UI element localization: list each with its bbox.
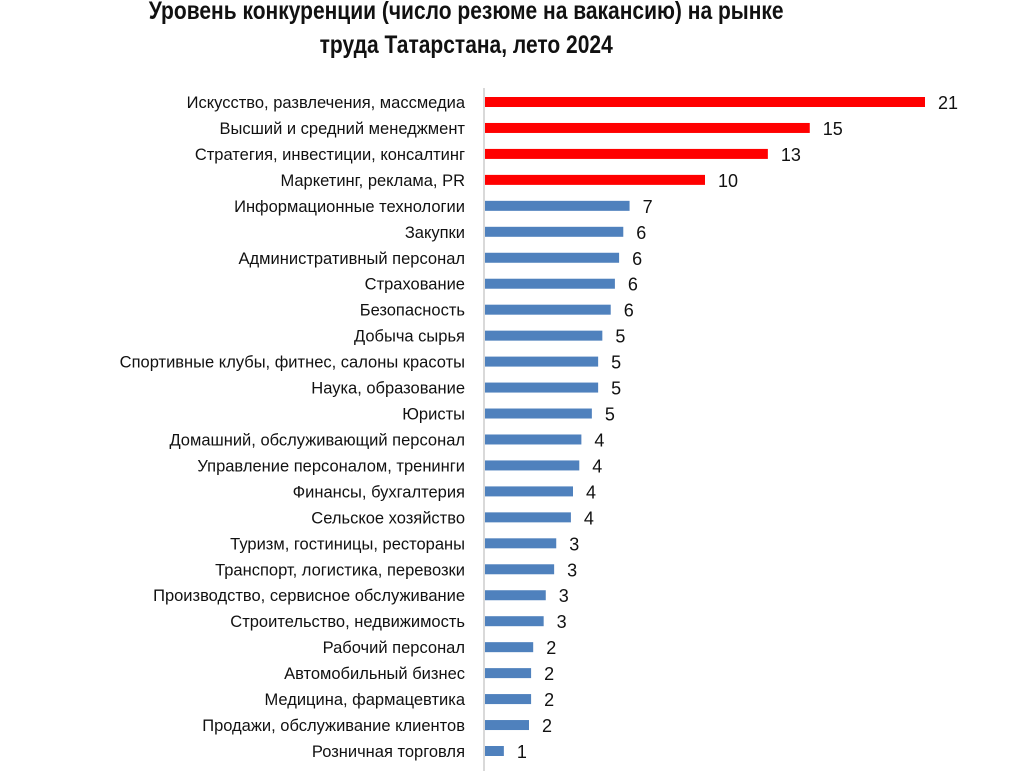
bar: [485, 408, 592, 419]
data-label: 6: [628, 275, 638, 295]
data-label: 4: [594, 430, 604, 450]
bar: [485, 97, 925, 107]
category-label: Добыча сырья: [354, 328, 465, 346]
data-label: 5: [611, 379, 621, 399]
category-label: Наука, образование: [311, 380, 465, 398]
bar: [485, 668, 532, 679]
bar: [485, 278, 615, 289]
data-label: 5: [615, 327, 625, 347]
chart-title: Уровень конкуренции (число резюме на вак…: [0, 0, 932, 62]
data-label: 15: [823, 119, 843, 139]
category-label: Спортивные клубы, фитнес, салоны красоты: [120, 354, 465, 372]
bar: [485, 564, 555, 575]
bar: [485, 746, 504, 756]
category-label: Финансы, бухгалтерия: [293, 483, 465, 501]
bar: [485, 616, 544, 627]
data-label: 3: [569, 534, 579, 554]
category-label: Искусство, развлечения, массмедиа: [187, 94, 466, 112]
data-label: 21: [938, 93, 958, 113]
bar: [485, 356, 599, 367]
bar: [485, 304, 611, 315]
category-label: Рабочий персонал: [323, 639, 465, 657]
bar: [485, 512, 571, 523]
category-label: Продажи, обслуживание клиентов: [202, 717, 465, 735]
bar: [485, 538, 557, 549]
data-label: 4: [592, 456, 602, 476]
category-label: Юристы: [402, 406, 465, 424]
category-label: Закупки: [405, 224, 465, 242]
bar: [485, 486, 573, 497]
data-label: 5: [611, 353, 621, 373]
bar: [485, 122, 810, 133]
bar: [485, 252, 620, 263]
chart-title-line-1: Уровень конкуренции (число резюме на вак…: [148, 0, 784, 25]
bar: [485, 460, 580, 471]
bar: [485, 694, 532, 705]
category-label: Информационные технологии: [234, 198, 465, 216]
bar: [485, 200, 630, 211]
data-label: 1: [517, 742, 527, 762]
category-label: Сельское хозяйство: [311, 509, 465, 527]
bar: [485, 174, 705, 185]
category-label: Административный персонал: [239, 250, 465, 268]
data-label: 2: [546, 638, 556, 658]
data-label: 5: [605, 405, 615, 425]
data-label: 6: [632, 249, 642, 269]
data-label: 2: [542, 716, 552, 736]
category-label: Страхование: [365, 276, 465, 294]
category-label: Туризм, гостиницы, рестораны: [230, 535, 465, 553]
data-label: 7: [643, 197, 653, 217]
category-label: Производство, сервисное обслуживание: [153, 587, 465, 605]
data-label: 4: [584, 508, 594, 528]
category-label: Медицина, фармацевтика: [264, 691, 465, 709]
bar: [485, 434, 582, 445]
bar: [485, 382, 599, 393]
data-label: 6: [636, 223, 646, 243]
data-label: 10: [718, 171, 738, 191]
data-label: 4: [586, 482, 596, 502]
data-label: 3: [559, 586, 569, 606]
category-label: Транспорт, логистика, перевозки: [215, 561, 465, 579]
data-label: 2: [544, 664, 554, 684]
data-label: 2: [544, 690, 554, 710]
category-label: Строительство, недвижимость: [230, 613, 465, 631]
bar: [485, 720, 529, 731]
category-label: Маркетинг, реклама, PR: [280, 172, 465, 190]
data-label: 3: [557, 612, 567, 632]
data-label: 13: [781, 145, 801, 165]
chart-title-line-2: труда Татарстана, лето 2024: [319, 31, 613, 59]
data-label: 3: [567, 560, 577, 580]
bar: [485, 642, 534, 653]
category-label: Управление персоналом, тренинги: [197, 457, 465, 475]
data-label: 6: [624, 301, 634, 321]
category-label: Розничная торговля: [312, 743, 465, 761]
bar: [485, 330, 603, 341]
category-label: Высший и средний менеджмент: [220, 120, 466, 138]
bar: [485, 148, 768, 159]
category-label: Безопасность: [360, 302, 465, 320]
category-label: Стратегия, инвестиции, консалтинг: [195, 146, 465, 164]
bar: [485, 226, 624, 237]
category-label: Домашний, обслуживающий персонал: [169, 431, 465, 449]
category-label: Автомобильный бизнес: [284, 665, 465, 683]
bar: [485, 590, 546, 601]
